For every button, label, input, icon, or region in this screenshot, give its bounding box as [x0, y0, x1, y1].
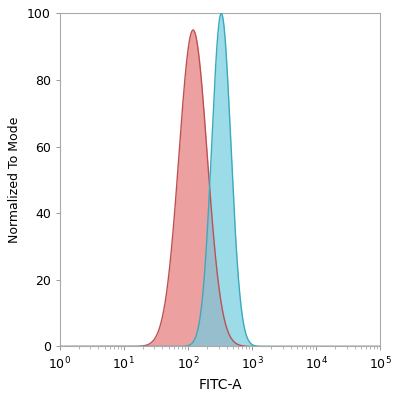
Y-axis label: Normalized To Mode: Normalized To Mode	[8, 117, 21, 243]
X-axis label: FITC-A: FITC-A	[198, 378, 242, 392]
